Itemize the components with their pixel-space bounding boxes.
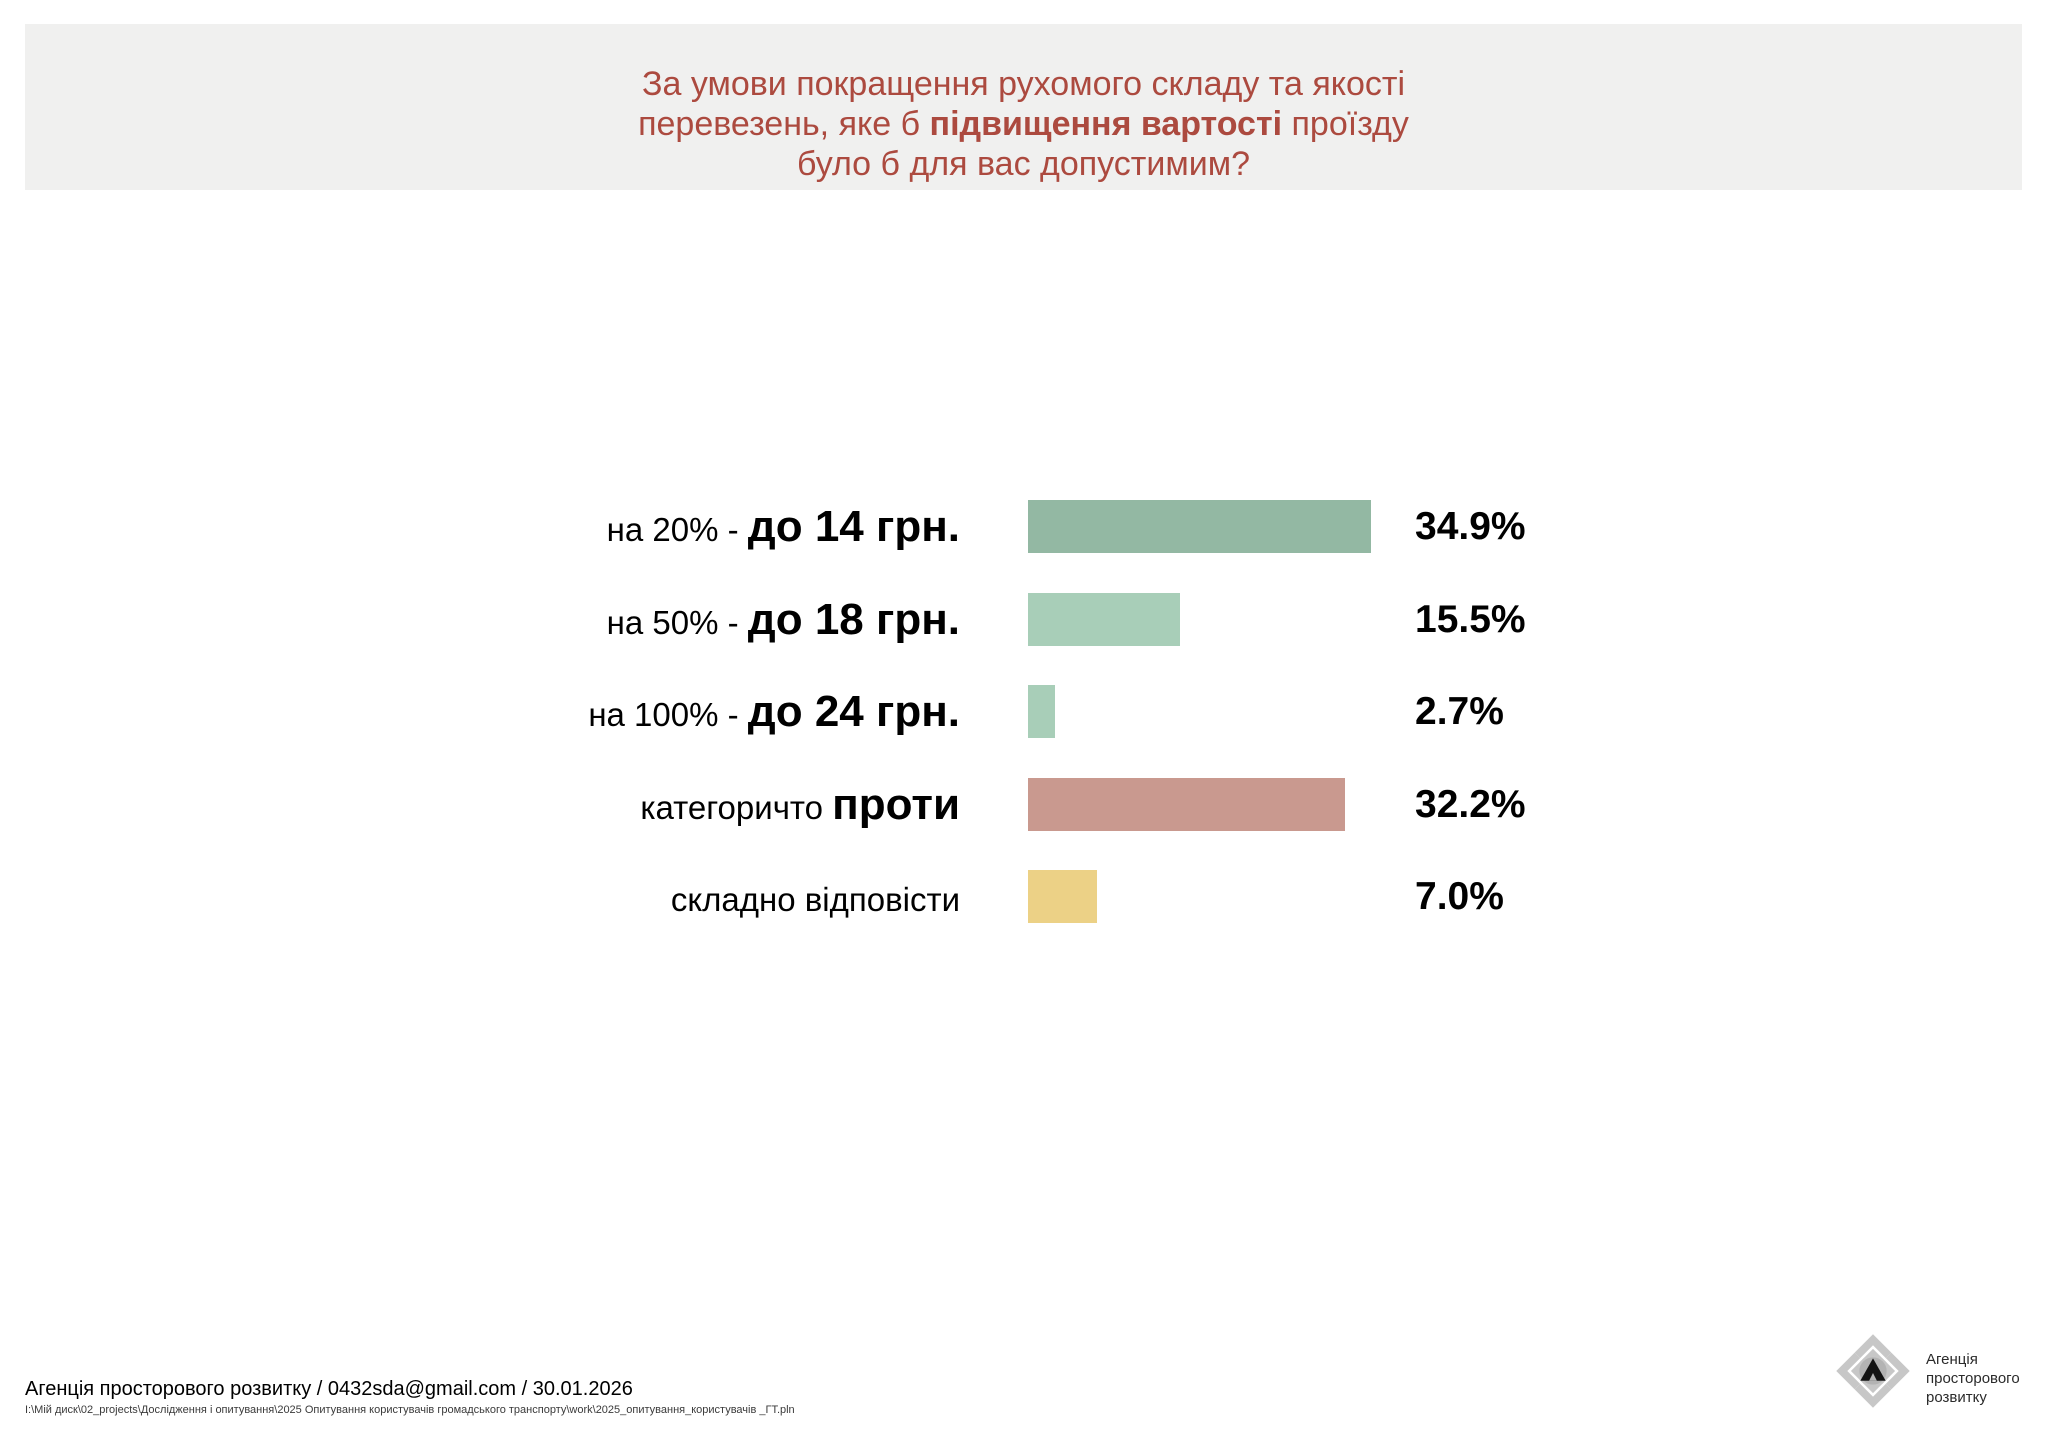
bar [1028,685,1055,738]
chart-row: складно відповісти 7.0% [0,870,2048,923]
chart-row: на 100% - до 24 грн. 2.7% [0,685,2048,738]
agency-logo-text-line: просторового [1926,1370,2020,1387]
title-line-3: було б для вас допустимим? [796,145,1251,183]
agency-logo-icon [1836,1334,1910,1408]
bar [1028,593,1180,646]
bar-label: на 100% - до 24 грн. [588,686,960,736]
title-line-1: За умови покращення рухомого складу та я… [641,65,1406,103]
bar-value: 32.2% [1415,782,1526,826]
title-line-2-post: проїзду [1282,105,1409,143]
question-title-box: За умови покращення рухомого складу та я… [25,24,2022,190]
title-line-2-bold: підвищення вартості [929,105,1283,143]
title-line-2-pre: перевезень, яке б [638,105,930,143]
bar-value: 7.0% [1415,874,1504,918]
chart-row: категоричто проти 32.2% [0,778,2048,831]
bar-label: категоричто проти [640,779,960,829]
bar-label: на 20% - до 14 грн. [606,501,960,551]
agency-logo: Агенція просторового розвитку [1834,1332,2020,1410]
agency-logo-text-line: Агенція [1926,1351,1978,1368]
chart-row: на 50% - до 18 грн. 15.5% [0,593,2048,646]
agency-logo-text: Агенція просторового розвитку [1926,1350,2020,1407]
bar-value: 15.5% [1415,597,1526,641]
bar-value: 34.9% [1415,504,1526,548]
bar [1028,778,1345,831]
agency-logo-text-line: розвитку [1926,1389,1987,1406]
footer-file-path: I:\Мій диск\02_projects\Дослідження і оп… [25,1404,795,1416]
chart-row: на 20% - до 14 грн. 34.9% [0,500,2048,553]
question-title: За умови покращення рухомого складу та я… [25,64,2022,184]
bar-value: 2.7% [1415,689,1504,733]
bar [1028,870,1097,923]
bar [1028,500,1371,553]
footer-credit: Агенція просторового розвитку / 0432sda@… [25,1378,633,1400]
bar-label: на 50% - до 18 грн. [606,594,960,644]
bar-label: складно відповісти [670,880,960,918]
